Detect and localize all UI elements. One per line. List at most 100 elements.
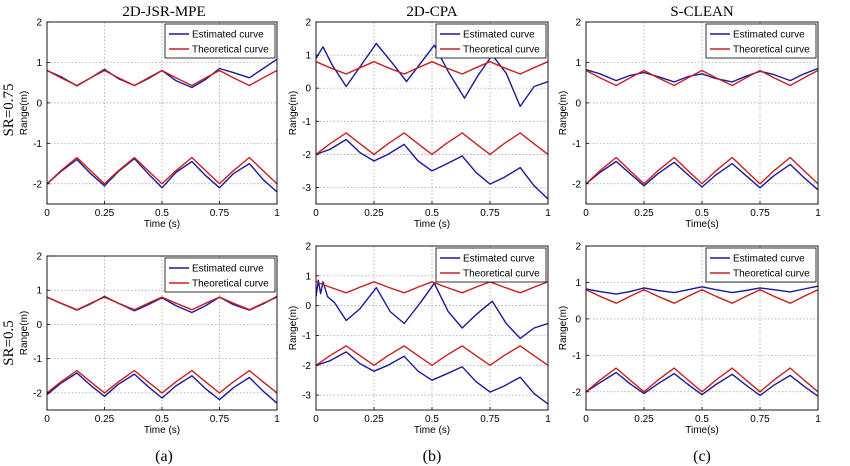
y-tick-label: -2 bbox=[302, 361, 311, 372]
x-tick-label: 0.5 bbox=[155, 414, 169, 425]
y-tick-label: -2 bbox=[33, 179, 42, 190]
y-tick-label: 1 bbox=[305, 51, 311, 62]
legend-label: Theoretical curve bbox=[733, 45, 810, 56]
y-tick-label: -3 bbox=[302, 183, 311, 194]
legend-label: Estimated curve bbox=[463, 254, 535, 265]
legend-label: Theoretical curve bbox=[733, 269, 810, 280]
series-line-theoretical-1 bbox=[586, 69, 818, 87]
legend-box bbox=[164, 257, 276, 293]
legend-label: Theoretical curve bbox=[192, 279, 269, 290]
x-tick-label: 0.75 bbox=[480, 414, 500, 425]
x-tick-label: 0.5 bbox=[425, 208, 439, 219]
series-line-theoretical-3 bbox=[586, 156, 818, 185]
series-line-theoretical-1 bbox=[586, 289, 818, 304]
x-tick-label: 0.25 bbox=[634, 414, 654, 425]
y-tick-label: 1 bbox=[36, 58, 42, 69]
series-line-theoretical-3 bbox=[316, 345, 548, 366]
y-tick-label: 0 bbox=[36, 320, 42, 331]
legend-label: Estimated curve bbox=[192, 30, 264, 41]
x-tick-label: 1 bbox=[815, 414, 821, 425]
subplot-a-bottom: 0 0.25 0.5 0.75 1 -2 -1 0 1 2 Time (s) Range(m) Esti… bbox=[19, 252, 280, 437]
legend-label: Theoretical curve bbox=[463, 45, 540, 56]
subplot-b-top: 0 0.25 0.5 0.75 1 -3 -2 -1 0 1 2 Time (s) Range(m) Es… bbox=[288, 18, 551, 231]
y-axis-label: Range(m) bbox=[19, 311, 30, 355]
y-tick-label: -1 bbox=[33, 354, 42, 365]
legend: Estimated curve Theoretical curve bbox=[435, 23, 547, 59]
x-tick-label: 0 bbox=[313, 414, 319, 425]
series-line-theoretical-3 bbox=[47, 369, 277, 394]
subfigure-label-c: (c) bbox=[693, 448, 711, 465]
subfigure-label-a: (a) bbox=[155, 448, 173, 465]
x-axis-label: Time (s) bbox=[144, 425, 180, 436]
x-tick-label: 0.25 bbox=[634, 208, 654, 219]
x-tick-label: 0.25 bbox=[364, 208, 384, 219]
y-tick-label: 0 bbox=[575, 314, 581, 325]
series-group bbox=[316, 279, 548, 405]
series-line-estimated-2 bbox=[586, 371, 818, 397]
y-axis-label: Range(m) bbox=[288, 91, 299, 135]
legend-label: Estimated curve bbox=[463, 30, 535, 41]
y-axis-label: Range(m) bbox=[558, 306, 569, 350]
x-axis-label: Time(s) bbox=[685, 425, 719, 436]
y-tick-label: 2 bbox=[36, 252, 42, 263]
subplot-c-top: 0 0.25 0.5 0.75 1 -2 -1 0 1 2 Time(s) Range(m) Estim… bbox=[558, 18, 821, 231]
y-tick-label: -3 bbox=[302, 391, 311, 402]
subplot-b-bottom: 0 0.25 0.5 0.75 1 -3 -2 -1 0 1 2 Time (s) Range(m) Es… bbox=[288, 242, 551, 437]
subplot-c-bottom: 0 0.25 0.5 0.75 1 -2 -1 0 1 2 Time(s) Range(m) Estim… bbox=[558, 242, 821, 437]
column-title-a: 2D-JSR-MPE bbox=[122, 4, 205, 20]
series-line-estimated-2 bbox=[47, 372, 277, 404]
legend: Estimated curve Theoretical curve bbox=[705, 247, 817, 283]
x-tick-label: 1 bbox=[274, 414, 280, 425]
y-tick-label: 0 bbox=[305, 84, 311, 95]
legend-box bbox=[705, 247, 817, 283]
legend-label: Estimated curve bbox=[733, 30, 805, 41]
y-axis-label: Range(m) bbox=[558, 91, 569, 135]
x-tick-label: 0.25 bbox=[364, 414, 384, 425]
y-tick-label: -1 bbox=[572, 351, 581, 362]
y-tick-label: -1 bbox=[572, 139, 581, 150]
legend: Estimated curve Theoretical curve bbox=[164, 23, 276, 59]
y-tick-label: 0 bbox=[305, 301, 311, 312]
row-label-top: SR=0.75 bbox=[1, 83, 17, 136]
y-axis-label: Range(m) bbox=[288, 306, 299, 350]
series-line-estimated-2 bbox=[47, 157, 277, 193]
legend-box bbox=[435, 247, 547, 283]
legend: Estimated curve Theoretical curve bbox=[435, 247, 547, 283]
series-line-estimated-2 bbox=[316, 351, 548, 405]
series-group bbox=[47, 295, 277, 404]
x-axis-label: Time (s) bbox=[414, 219, 450, 230]
series-line-estimated-0 bbox=[316, 279, 548, 340]
series-line-theoretical-1 bbox=[47, 296, 277, 311]
x-tick-label: 0 bbox=[583, 208, 589, 219]
column-title-b: 2D-CPA bbox=[406, 4, 457, 20]
y-tick-label: -2 bbox=[572, 387, 581, 398]
y-tick-label: -2 bbox=[572, 179, 581, 190]
legend-box bbox=[705, 23, 817, 59]
series-line-theoretical-1 bbox=[47, 69, 277, 87]
series-line-theoretical-1 bbox=[316, 281, 548, 294]
x-axis-label: Time(s) bbox=[685, 219, 719, 230]
plots-layer: 0 0.25 0.5 0.75 1 -2 -1 0 1 2 Time (s) Range(m) Esti… bbox=[19, 18, 821, 437]
legend-label: Estimated curve bbox=[733, 254, 805, 265]
x-tick-label: 0 bbox=[313, 208, 319, 219]
y-axis-label: Range(m) bbox=[19, 91, 30, 135]
series-line-theoretical-3 bbox=[47, 156, 277, 185]
y-tick-label: -2 bbox=[33, 388, 42, 399]
y-tick-label: 1 bbox=[575, 278, 581, 289]
y-tick-label: -2 bbox=[302, 150, 311, 161]
x-tick-label: 0.5 bbox=[695, 414, 709, 425]
series-group bbox=[586, 285, 818, 397]
x-tick-label: 0.5 bbox=[695, 208, 709, 219]
y-tick-label: 2 bbox=[575, 18, 581, 29]
x-tick-label: 0.75 bbox=[210, 414, 230, 425]
legend-box bbox=[164, 23, 276, 59]
series-line-estimated-0 bbox=[586, 285, 818, 295]
x-tick-label: 0.75 bbox=[750, 414, 770, 425]
x-tick-label: 0.25 bbox=[95, 208, 115, 219]
x-tick-label: 0.5 bbox=[155, 208, 169, 219]
series-line-estimated-0 bbox=[316, 42, 548, 108]
series-line-theoretical-3 bbox=[586, 367, 818, 393]
series-group bbox=[586, 67, 818, 191]
subfigure-label-b: (b) bbox=[423, 448, 442, 465]
